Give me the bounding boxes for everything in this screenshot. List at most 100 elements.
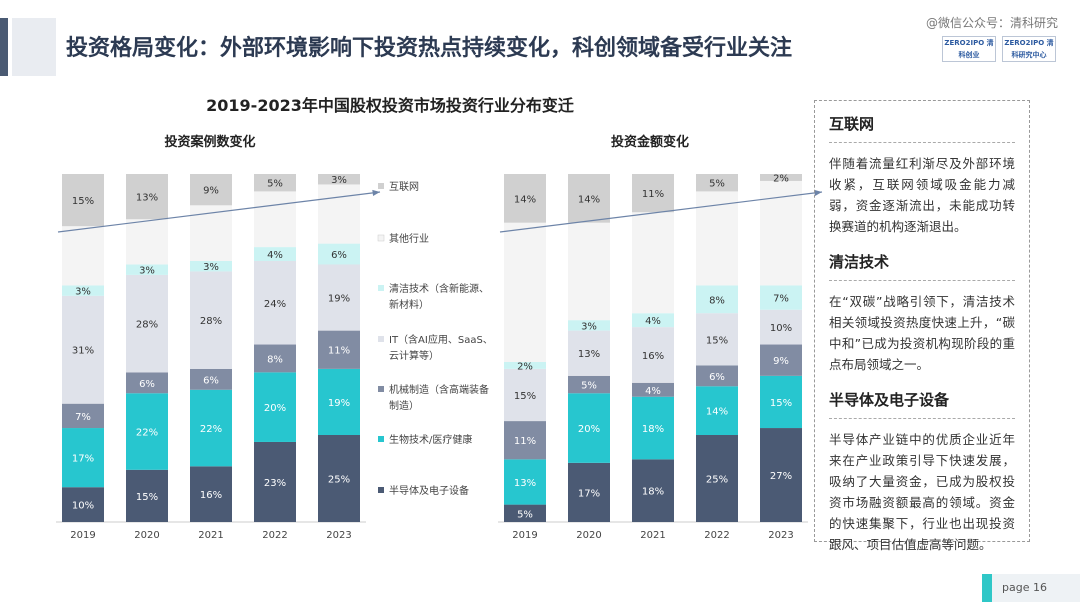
data-label: 23% — [264, 478, 286, 489]
page-indicator-stripe — [982, 574, 992, 602]
bar-segment — [504, 421, 546, 460]
bar-segment — [696, 365, 738, 387]
bar-segment — [190, 261, 232, 272]
trend-arrow-line — [57, 191, 381, 233]
bar-segment — [696, 435, 738, 522]
data-label: 13% — [578, 349, 600, 360]
bar-segment — [568, 330, 610, 376]
data-label: 19% — [328, 294, 350, 305]
data-label: 5% — [267, 179, 283, 190]
bar-segment — [62, 226, 104, 286]
data-label: 24% — [264, 299, 286, 310]
bar-segment — [696, 174, 738, 192]
legend-swatch — [378, 436, 384, 442]
data-label: 20% — [578, 424, 600, 435]
chart-subtitle: 投资金额变化 — [611, 134, 689, 150]
note-internet: 互联网 伴随着流量红利渐尽及外部环境收紧，互联网领域吸金能力减弱，资金逐渐流出，… — [829, 113, 1015, 237]
data-label: 5% — [581, 381, 597, 392]
watermark: @微信公众号：清科研究 — [925, 16, 1058, 30]
title-accent-block — [12, 18, 56, 76]
logo-left-text: ZERO2IPO 清科创业 — [944, 39, 994, 59]
trend-arrow-head — [372, 189, 380, 196]
notes-panel: 互联网 伴随着流量红利渐尽及外部环境收紧，互联网领域吸金能力减弱，资金逐渐流出，… — [814, 100, 1030, 552]
bar-segment — [632, 459, 674, 522]
bar-segment — [254, 261, 296, 345]
bar-segment — [760, 285, 802, 310]
data-label: 13% — [514, 478, 536, 489]
data-label: 3% — [75, 287, 91, 298]
bar-segment — [318, 435, 360, 522]
bar-segment — [632, 313, 674, 328]
data-label: 15% — [514, 391, 536, 402]
bar-segment — [568, 320, 610, 331]
legend-label: 半导体及电子设备 — [389, 484, 469, 497]
legend-label: 其他行业 — [389, 232, 429, 245]
page-title: 投资格局变化：外部环境影响下投资热点持续变化，科创领域备受行业关注 — [66, 36, 793, 61]
legend-label-line2: 新材料） — [389, 298, 429, 311]
bar-segment — [504, 368, 546, 422]
data-label: 22% — [136, 428, 158, 439]
data-label: 16% — [642, 351, 664, 362]
bar-segment — [632, 396, 674, 460]
x-tick-label: 2019 — [70, 530, 95, 541]
note-body: 伴随着流量红利渐尽及外部环境收紧，互联网领域吸金能力减弱，资金逐渐流出，未能成功… — [829, 156, 1015, 234]
legend-label: 生物技术/医疗健康 — [389, 433, 472, 446]
data-label: 8% — [267, 354, 283, 365]
data-label: 4% — [645, 316, 661, 327]
note-divider — [829, 418, 1015, 419]
note-cleantech: 清洁技术 在“双碳”战略引领下，清洁技术相关领域投资热度快速上升，“碳中和”已成… — [829, 251, 1015, 375]
bar-segment — [632, 174, 674, 213]
data-label: 3% — [203, 262, 219, 273]
data-label: 3% — [581, 321, 597, 332]
bar-segment — [254, 191, 296, 248]
legend-label: 清洁技术（含新能源、 — [389, 282, 489, 295]
bar-segment — [254, 441, 296, 522]
bar-segment — [318, 330, 360, 369]
x-tick-label: 2022 — [704, 530, 729, 541]
data-label: 6% — [709, 372, 725, 383]
legend-swatch — [378, 183, 384, 189]
data-label: 15% — [72, 196, 94, 207]
data-label: 25% — [328, 475, 350, 486]
x-tick-label: 2023 — [768, 530, 793, 541]
logo-zero2ipo-ventures: ZERO2IPO 清科创业 — [942, 36, 996, 62]
note-title: 半导体及电子设备 — [829, 391, 950, 409]
legend-label: 互联网 — [389, 181, 419, 193]
bar-segment — [126, 469, 168, 522]
legend-swatch — [378, 487, 384, 493]
data-label: 14% — [706, 407, 728, 418]
bar-segment — [62, 487, 104, 522]
data-label: 4% — [645, 386, 661, 397]
bar-segment — [504, 459, 546, 505]
legend-label: 机械制造（含高端装备 — [389, 383, 489, 396]
trend-arrow-line — [499, 191, 823, 233]
bar-segment — [318, 264, 360, 331]
title-accent-bar — [0, 18, 8, 76]
data-label: 15% — [706, 335, 728, 346]
bar-segment — [254, 344, 296, 373]
data-label: 11% — [642, 189, 664, 200]
bar-segment — [504, 174, 546, 223]
legend-label-line2: 云计算等） — [389, 349, 439, 362]
data-label: 15% — [136, 492, 158, 503]
data-label: 3% — [331, 175, 347, 186]
data-label: 8% — [709, 295, 725, 306]
data-label: 2% — [773, 173, 789, 184]
data-label: 6% — [331, 250, 347, 261]
trend-arrow-head — [814, 189, 822, 196]
data-label: 31% — [72, 346, 94, 357]
bar-segment — [190, 271, 232, 369]
chart-subtitle: 投资案例数变化 — [164, 134, 255, 150]
bar-segment — [190, 205, 232, 261]
bar-segment — [504, 361, 546, 369]
bar-segment — [760, 174, 802, 181]
data-label: 2% — [517, 361, 533, 372]
bar-segment — [504, 504, 546, 522]
data-label: 5% — [709, 179, 725, 190]
note-divider — [829, 142, 1015, 143]
data-label: 11% — [514, 436, 536, 447]
page-indicator: page 16 — [982, 574, 1080, 602]
bar-segment — [504, 222, 546, 362]
data-label: 7% — [75, 412, 91, 423]
data-label: 17% — [578, 488, 600, 499]
